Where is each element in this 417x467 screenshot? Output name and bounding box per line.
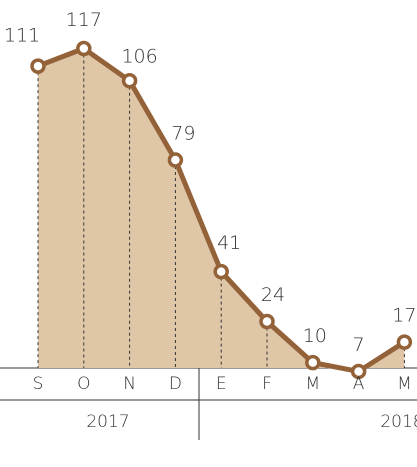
value-label: 7	[353, 334, 365, 356]
point	[259, 313, 275, 330]
x-tick-label: S	[33, 374, 44, 394]
x-tick-label: F	[262, 374, 272, 394]
x-tick-label: D	[169, 374, 182, 394]
year-label: 2018	[380, 412, 417, 432]
x-tick-label: N	[123, 374, 136, 394]
point	[305, 354, 321, 371]
value-label: 106	[121, 45, 157, 67]
x-tick-label: M	[397, 374, 412, 394]
value-label: 17	[392, 305, 416, 327]
point	[350, 363, 367, 380]
x-tick-label: A	[353, 374, 365, 394]
point	[76, 40, 92, 57]
value-label: 41	[217, 232, 241, 254]
x-tick-label: E	[216, 374, 227, 394]
value-label: 24	[261, 284, 285, 306]
value-label: 111	[4, 25, 40, 47]
point	[121, 73, 138, 89]
point	[30, 58, 46, 74]
x-tick-label: O	[77, 374, 90, 394]
area	[38, 48, 405, 372]
x-tick-label: M	[305, 374, 320, 394]
point	[213, 263, 229, 280]
point	[396, 334, 413, 350]
value-label: 117	[66, 9, 102, 31]
value-label: 10	[303, 325, 327, 347]
year-label: 2017	[86, 412, 129, 432]
point	[167, 152, 184, 168]
value-label: 79	[171, 123, 195, 145]
